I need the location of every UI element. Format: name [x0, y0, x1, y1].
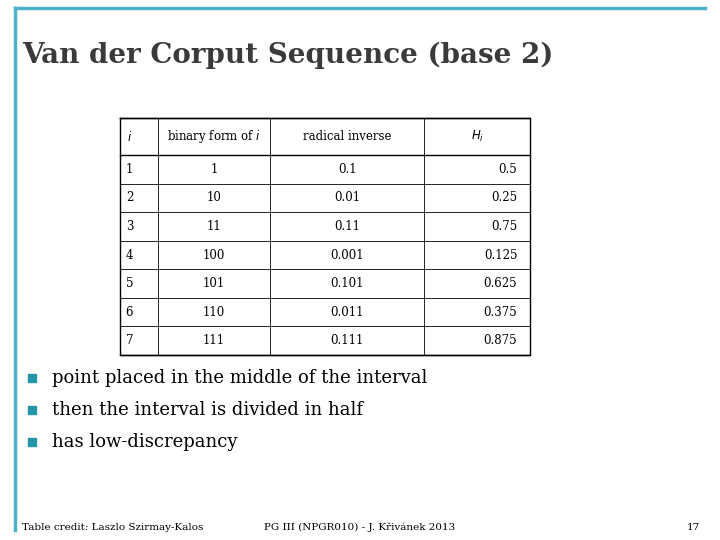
Text: 100: 100	[203, 248, 225, 261]
Text: 4: 4	[126, 248, 133, 261]
Text: $i$: $i$	[127, 130, 132, 144]
Text: 0.875: 0.875	[484, 334, 517, 347]
Text: 110: 110	[203, 306, 225, 319]
Text: point placed in the middle of the interval: point placed in the middle of the interv…	[52, 369, 428, 387]
Text: 0.625: 0.625	[484, 277, 517, 290]
Text: 7: 7	[126, 334, 133, 347]
Text: 2: 2	[126, 192, 133, 205]
Text: 0.25: 0.25	[491, 192, 517, 205]
Bar	[28, 438, 36, 446]
Text: 0.75: 0.75	[491, 220, 517, 233]
Text: Table credit: Laszlo Szirmay-Kalos: Table credit: Laszlo Szirmay-Kalos	[22, 523, 203, 531]
Text: 11: 11	[207, 220, 222, 233]
Text: 17: 17	[687, 523, 700, 531]
Text: has low-discrepancy: has low-discrepancy	[52, 433, 238, 451]
Text: binary form of $i$: binary form of $i$	[167, 128, 261, 145]
Text: 0.01: 0.01	[334, 192, 361, 205]
Bar	[28, 406, 36, 414]
Bar	[28, 374, 36, 382]
Text: 0.5: 0.5	[498, 163, 517, 176]
Text: 0.001: 0.001	[330, 248, 364, 261]
Text: 3: 3	[126, 220, 133, 233]
Text: $H_i$: $H_i$	[471, 129, 484, 144]
Text: 6: 6	[126, 306, 133, 319]
Text: 1: 1	[210, 163, 217, 176]
Text: Van der Corput Sequence (base 2): Van der Corput Sequence (base 2)	[22, 42, 554, 69]
Text: 111: 111	[203, 334, 225, 347]
Text: 0.111: 0.111	[330, 334, 364, 347]
Text: 0.1: 0.1	[338, 163, 356, 176]
Text: 0.125: 0.125	[484, 248, 517, 261]
Text: radical inverse: radical inverse	[303, 130, 392, 143]
Text: PG III (NPGR010) - J. Křivánek 2013: PG III (NPGR010) - J. Křivánek 2013	[264, 522, 456, 532]
Text: 1: 1	[126, 163, 133, 176]
Text: 0.011: 0.011	[330, 306, 364, 319]
Text: 0.101: 0.101	[330, 277, 364, 290]
Text: 0.375: 0.375	[484, 306, 517, 319]
Text: 10: 10	[207, 192, 222, 205]
Text: 101: 101	[203, 277, 225, 290]
Text: 0.11: 0.11	[334, 220, 360, 233]
Text: 5: 5	[126, 277, 133, 290]
Text: then the interval is divided in half: then the interval is divided in half	[52, 401, 363, 419]
